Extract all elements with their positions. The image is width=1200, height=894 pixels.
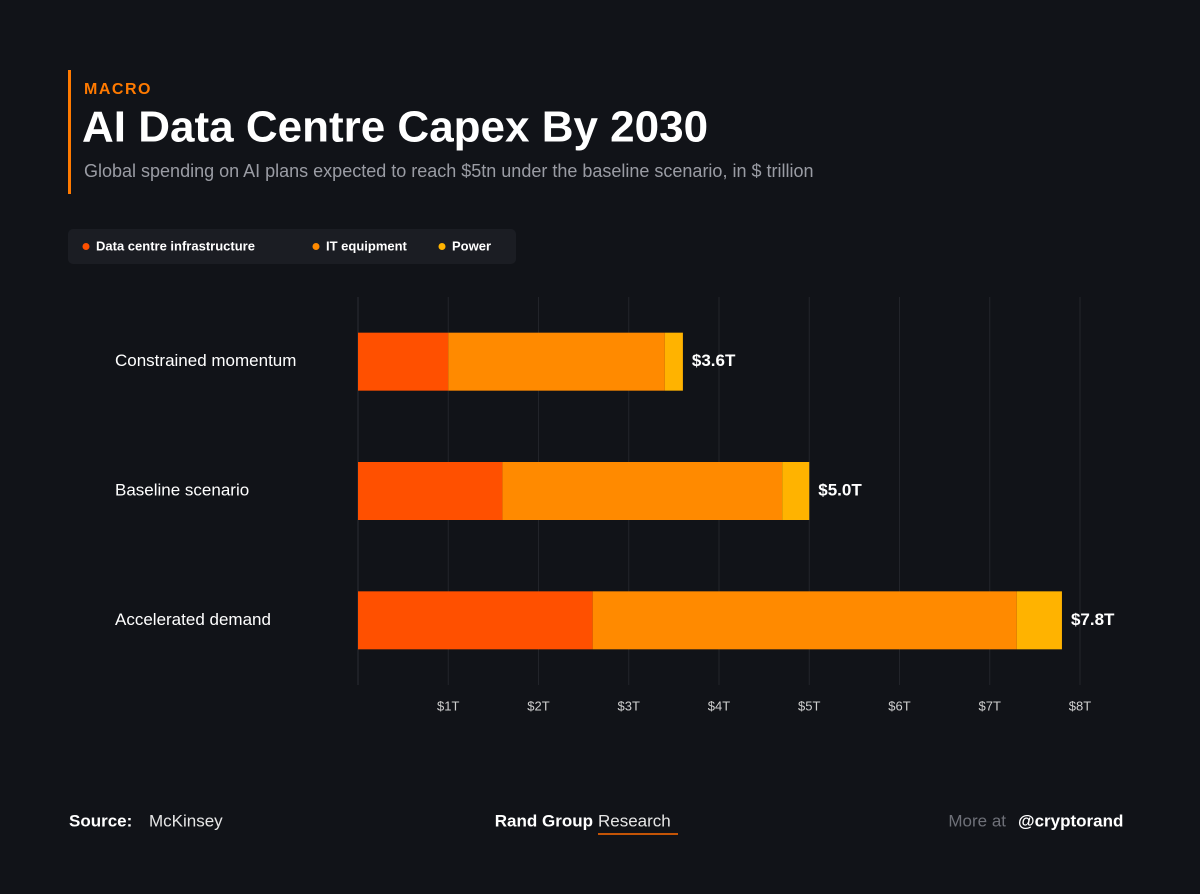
brand: Rand Group <box>495 811 593 830</box>
brand-suffix: Research <box>598 811 671 830</box>
bar-segment <box>664 332 683 391</box>
legend-dot <box>438 243 446 250</box>
total-label: $5.0T <box>818 480 862 499</box>
legend-box <box>68 229 516 264</box>
accent-bar <box>68 70 71 194</box>
y-tick-label: Accelerated demand <box>115 610 271 629</box>
x-tick-label: $8T <box>1069 698 1091 713</box>
bar-segment <box>358 591 593 650</box>
bar-segment <box>502 462 783 520</box>
kicker: MACRO <box>84 81 152 98</box>
x-tick-label: $6T <box>888 698 910 713</box>
legend-dot <box>312 243 320 250</box>
chart-title: AI Data Centre Capex By 2030 <box>82 103 708 152</box>
x-tick-label: $2T <box>527 698 549 713</box>
legend-label: Power <box>452 238 491 253</box>
x-tick-label: $5T <box>798 698 820 713</box>
bar-segment <box>448 332 665 391</box>
legend-dot <box>82 243 90 250</box>
bar-segment <box>358 462 503 520</box>
bar-segment <box>592 591 1017 650</box>
bar-segment <box>782 462 810 520</box>
x-tick-label: $7T <box>979 698 1001 713</box>
chart-subtitle: Global spending on AI plans expected to … <box>84 161 813 181</box>
x-tick-label: $4T <box>708 698 730 713</box>
legend-label: Data centre infrastructure <box>96 238 255 253</box>
x-tick-label: $1T <box>437 698 459 713</box>
handle: @cryptorand <box>1018 811 1123 830</box>
source: McKinsey <box>149 811 223 830</box>
bar-segment <box>1016 591 1062 650</box>
x-tick-label: $3T <box>618 698 640 713</box>
total-label: $7.8T <box>1071 610 1115 629</box>
more-label: More at <box>948 811 1006 830</box>
y-tick-label: Constrained momentum <box>115 351 296 370</box>
bar-segment <box>358 332 449 391</box>
total-label: $3.6T <box>692 351 736 370</box>
legend-label: IT equipment <box>326 238 408 253</box>
source-label: Source: <box>69 811 132 830</box>
y-tick-label: Baseline scenario <box>115 480 249 499</box>
